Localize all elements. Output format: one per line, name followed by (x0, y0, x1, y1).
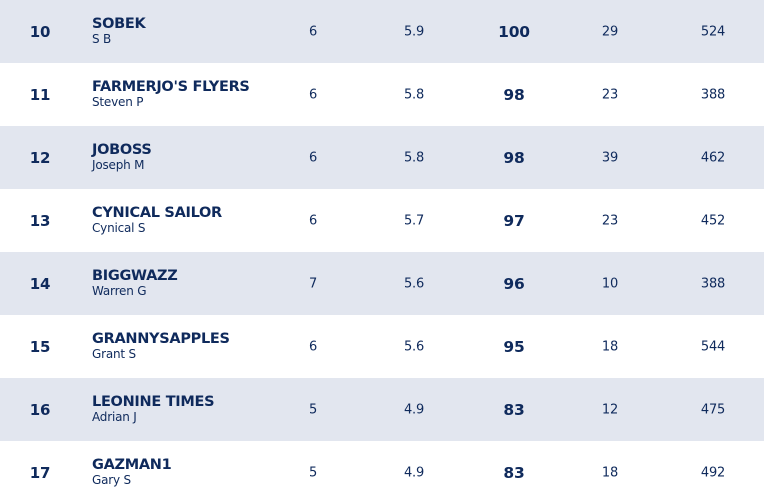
rank-cell: 17 (29, 463, 51, 482)
rank-cell: 13 (29, 211, 51, 230)
stat-cell: 4.9 (403, 465, 425, 480)
table-row[interactable]: 14 BIGGWAZZ Warren G 7 5.6 96 10 388 (0, 252, 764, 315)
table-row[interactable]: 15 GRANNYSAPPLES Grant S 6 5.6 95 18 544 (0, 315, 764, 378)
points-cell: 100 (498, 22, 530, 41)
points-cell: 96 (503, 274, 525, 293)
rank-cell: 12 (29, 148, 51, 167)
team-name[interactable]: LEONINE TIMES (92, 393, 215, 410)
stat-cell: 5.6 (403, 276, 425, 291)
stat-cell: 12 (601, 402, 619, 417)
rank-cell: 14 (29, 274, 51, 293)
team-cell: JOBOSS Joseph M (92, 141, 152, 173)
table-row[interactable]: 11 FARMERJO'S FLYERS Steven P 6 5.8 98 2… (0, 63, 764, 126)
owner-name: Cynical S (92, 221, 146, 236)
points-cell: 97 (503, 211, 525, 230)
team-cell: CYNICAL SAILOR Cynical S (92, 204, 222, 236)
stat-cell: 10 (601, 276, 619, 291)
team-name[interactable]: FARMERJO'S FLYERS (92, 78, 250, 95)
owner-name: Adrian J (92, 410, 137, 425)
stat-cell: 475 (700, 402, 726, 417)
stat-cell: 23 (601, 213, 619, 228)
stat-cell: 6 (308, 24, 318, 39)
stat-cell: 388 (700, 276, 726, 291)
stat-cell: 524 (700, 24, 726, 39)
stat-cell: 5 (308, 402, 318, 417)
table-row[interactable]: 10 SOBEK S B 6 5.9 100 29 524 (0, 0, 764, 63)
stat-cell: 6 (308, 213, 318, 228)
stat-cell: 6 (308, 339, 318, 354)
table-row[interactable]: 12 JOBOSS Joseph M 6 5.8 98 39 462 (0, 126, 764, 189)
owner-name: Warren G (92, 284, 147, 299)
stat-cell: 6 (308, 150, 318, 165)
owner-name: Gary S (92, 473, 131, 488)
stat-cell: 7 (308, 276, 318, 291)
team-name[interactable]: GRANNYSAPPLES (92, 330, 230, 347)
owner-name: Joseph M (92, 158, 145, 173)
rank-cell: 10 (29, 22, 51, 41)
team-cell: GRANNYSAPPLES Grant S (92, 330, 230, 362)
stat-cell: 544 (700, 339, 726, 354)
stat-cell: 5.7 (403, 213, 425, 228)
points-cell: 95 (503, 337, 525, 356)
stat-cell: 492 (700, 465, 726, 480)
owner-name: Grant S (92, 347, 136, 362)
team-name[interactable]: GAZMAN1 (92, 456, 172, 473)
rank-cell: 16 (29, 400, 51, 419)
table-row[interactable]: 17 GAZMAN1 Gary S 5 4.9 83 18 492 (0, 441, 764, 502)
owner-name: Steven P (92, 95, 144, 110)
points-cell: 83 (503, 400, 525, 419)
stat-cell: 18 (601, 339, 619, 354)
points-cell: 83 (503, 463, 525, 482)
points-cell: 98 (503, 85, 525, 104)
team-name[interactable]: JOBOSS (92, 141, 152, 158)
stat-cell: 18 (601, 465, 619, 480)
team-name[interactable]: SOBEK (92, 15, 146, 32)
stat-cell: 23 (601, 87, 619, 102)
stat-cell: 6 (308, 87, 318, 102)
rank-cell: 11 (29, 85, 51, 104)
stat-cell: 39 (601, 150, 619, 165)
stat-cell: 388 (700, 87, 726, 102)
owner-name: S B (92, 32, 112, 47)
team-cell: FARMERJO'S FLYERS Steven P (92, 78, 250, 110)
team-cell: SOBEK S B (92, 15, 146, 47)
rank-cell: 15 (29, 337, 51, 356)
team-cell: BIGGWAZZ Warren G (92, 267, 178, 299)
table-row[interactable]: 13 CYNICAL SAILOR Cynical S 6 5.7 97 23 … (0, 189, 764, 252)
team-cell: GAZMAN1 Gary S (92, 456, 172, 488)
stat-cell: 5.9 (403, 24, 425, 39)
stat-cell: 5.8 (403, 150, 425, 165)
stat-cell: 5.6 (403, 339, 425, 354)
table-row[interactable]: 16 LEONINE TIMES Adrian J 5 4.9 83 12 47… (0, 378, 764, 441)
stat-cell: 452 (700, 213, 726, 228)
stat-cell: 5.8 (403, 87, 425, 102)
team-name[interactable]: CYNICAL SAILOR (92, 204, 222, 221)
stat-cell: 462 (700, 150, 726, 165)
stat-cell: 5 (308, 465, 318, 480)
points-cell: 98 (503, 148, 525, 167)
stat-cell: 29 (601, 24, 619, 39)
stat-cell: 4.9 (403, 402, 425, 417)
team-name[interactable]: BIGGWAZZ (92, 267, 178, 284)
team-cell: LEONINE TIMES Adrian J (92, 393, 215, 425)
